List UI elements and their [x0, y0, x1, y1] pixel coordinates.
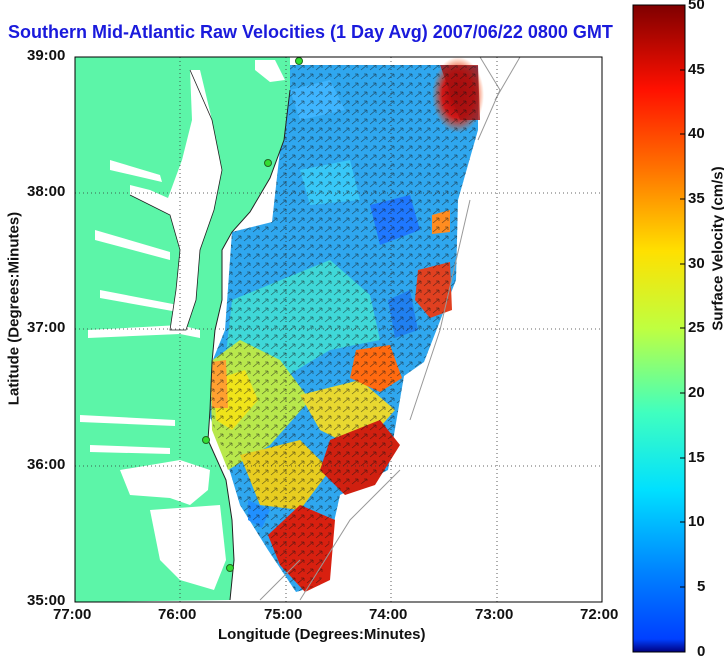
x-tick-label: 74:00: [369, 606, 407, 623]
y-tick-label: 36:00: [27, 456, 65, 473]
colorbar-tick-label: 25: [688, 319, 705, 336]
x-axis-label: Longitude (Degrees:Minutes): [218, 626, 426, 643]
station-marker: [203, 437, 210, 444]
x-tick-label: 77:00: [53, 606, 91, 623]
colorbar-label: Surface Velocity (cm/s): [710, 119, 724, 379]
colorbar-tick-label: 40: [688, 125, 705, 142]
colorbar-tick-label: 50: [688, 0, 705, 13]
x-tick-label: 76:00: [158, 606, 196, 623]
x-tick-label: 75:00: [264, 606, 302, 623]
x-tick-label: 73:00: [475, 606, 513, 623]
colorbar-tick-label: 0: [697, 643, 705, 660]
colorbar-tick-label: 5: [697, 578, 705, 595]
colorbar-tick-label: 20: [688, 384, 705, 401]
y-tick-label: 37:00: [27, 319, 65, 336]
colorbar: [633, 5, 685, 652]
station-marker: [265, 160, 272, 167]
x-tick-label: 72:00: [580, 606, 618, 623]
y-tick-label: 39:00: [27, 47, 65, 64]
colorbar-tick-label: 15: [688, 449, 705, 466]
station-marker: [296, 58, 303, 65]
station-marker: [227, 565, 234, 572]
colorbar-tick-label: 35: [688, 190, 705, 207]
y-tick-label: 38:00: [27, 183, 65, 200]
y-axis-label: Latitude (Degrees:Minutes): [6, 159, 23, 459]
colorbar-tick-label: 45: [688, 61, 705, 78]
colorbar-tick-label: 10: [688, 513, 705, 530]
colorbar-tick-label: 30: [688, 255, 705, 272]
